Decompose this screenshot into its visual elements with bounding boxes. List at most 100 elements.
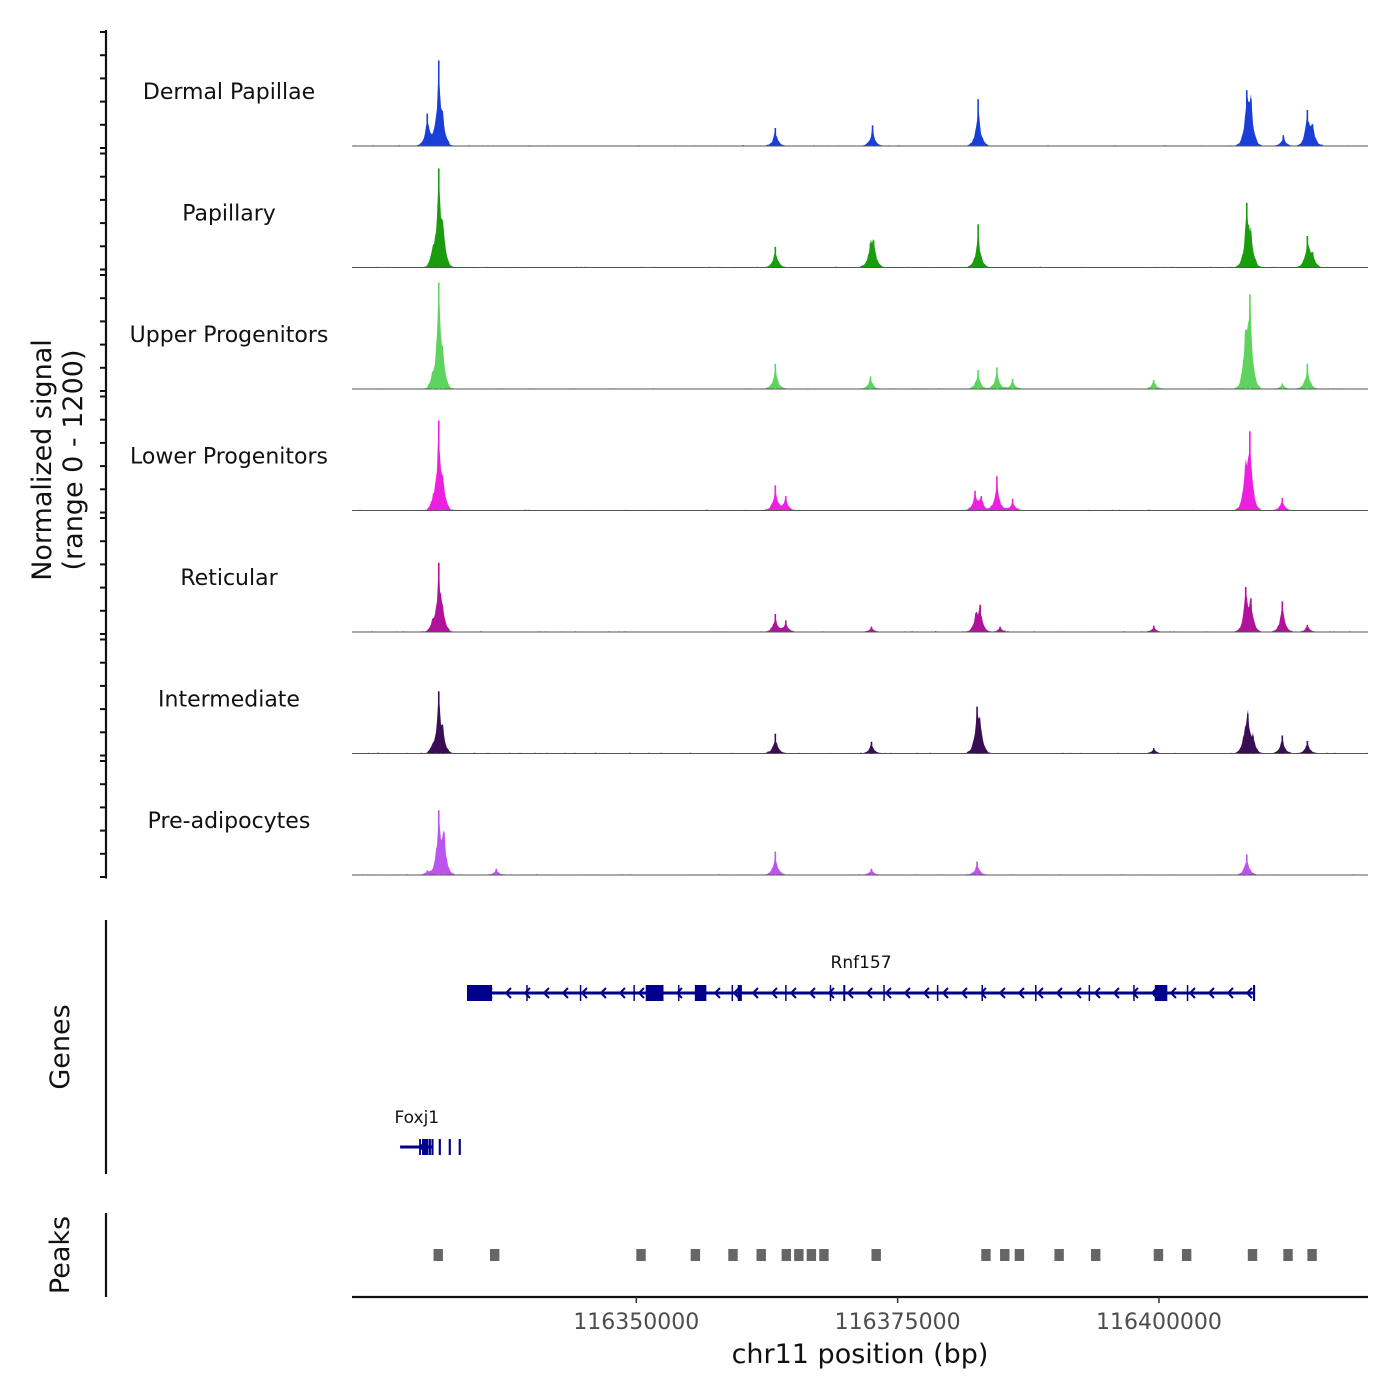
exon — [1154, 985, 1168, 1001]
strand-arrow — [618, 987, 626, 999]
x-tick-label: 116400000 — [1096, 1310, 1222, 1335]
peak-region — [1000, 1249, 1010, 1261]
strand-arrow — [504, 987, 512, 999]
exon — [422, 1139, 429, 1155]
peak-region — [794, 1249, 804, 1261]
strand-arrow — [523, 987, 531, 999]
peaks-axis-title: Peaks — [45, 1216, 76, 1294]
gene-label: Rnf157 — [831, 953, 892, 973]
peak-region — [1091, 1249, 1101, 1261]
signal-area — [352, 438, 1368, 511]
strand-arrow — [998, 987, 1006, 999]
track-dermal-papillae: Dermal Papillae — [143, 60, 1368, 147]
track-label: Upper Progenitors — [130, 323, 329, 348]
peak-region — [1247, 1249, 1258, 1261]
peak-track — [433, 1249, 1317, 1261]
y-axis-range: (range 0 - 1200) — [58, 350, 89, 571]
signal-area — [352, 696, 1368, 754]
strand-arrow — [1093, 987, 1101, 999]
signal-area — [352, 289, 1368, 389]
strand-arrow — [1017, 987, 1025, 999]
strand-arrow — [846, 987, 854, 999]
exon — [466, 985, 493, 1001]
exon — [645, 985, 664, 1001]
peak-region — [1181, 1249, 1192, 1261]
strand-arrow — [637, 987, 645, 999]
peak-region — [1014, 1249, 1025, 1261]
track-upper-progenitors: Upper Progenitors — [130, 282, 1368, 390]
track-label: Lower Progenitors — [130, 445, 328, 470]
strand-arrow — [1131, 987, 1139, 999]
strand-arrow — [542, 987, 550, 999]
strand-arrow — [1188, 987, 1196, 999]
strand-arrow — [1074, 987, 1082, 999]
exon — [737, 985, 742, 1001]
peak-region — [871, 1249, 881, 1261]
strand-arrow — [1055, 987, 1063, 999]
gene-rnf157: Rnf157 — [466, 953, 1256, 1001]
strand-arrow — [1112, 987, 1120, 999]
gene-track: Rnf157 Foxj1 — [394, 953, 1256, 1155]
peak-region — [1307, 1249, 1317, 1261]
strand-arrow — [770, 987, 778, 999]
track-label: Intermediate — [158, 688, 300, 713]
exon — [431, 1139, 434, 1155]
track-lower-progenitors: Lower Progenitors — [130, 420, 1368, 511]
genes-axis-title: Genes — [45, 1004, 76, 1089]
strand-arrow — [1207, 987, 1215, 999]
strand-arrow — [751, 987, 759, 999]
peak-region — [756, 1249, 766, 1261]
x-axis: 116350000 116375000 116400000 — [352, 1295, 1368, 1335]
peak-region — [819, 1249, 829, 1261]
track-pre-adipocytes: Pre-adipocytes — [148, 809, 1368, 876]
gene-foxj1: Foxj1 — [394, 1108, 461, 1155]
strand-arrow — [941, 987, 949, 999]
strand-arrow — [675, 987, 683, 999]
peak-region — [981, 1249, 991, 1261]
exon — [1253, 985, 1256, 1001]
strand-arrow — [1036, 987, 1044, 999]
peak-region — [690, 1249, 701, 1261]
track-label: Dermal Papillae — [143, 80, 315, 105]
peak-region — [728, 1249, 738, 1261]
peak-region — [806, 1249, 817, 1261]
signal-area — [352, 567, 1368, 632]
signal-area — [352, 181, 1368, 268]
peak-region — [1283, 1249, 1293, 1261]
strand-arrow — [599, 987, 607, 999]
x-tick-label: 116350000 — [573, 1310, 699, 1335]
track-label: Reticular — [180, 566, 278, 591]
left-axes — [100, 30, 108, 1297]
track-intermediate: Intermediate — [158, 688, 1368, 754]
exon — [843, 985, 846, 1001]
track-label: Pre-adipocytes — [148, 809, 311, 834]
track-label: Papillary — [182, 202, 276, 227]
peak-region — [636, 1249, 646, 1261]
signal-area — [352, 815, 1368, 875]
strand-arrow — [713, 987, 721, 999]
strand-arrow — [1169, 987, 1177, 999]
track-reticular: Reticular — [180, 562, 1368, 633]
peak-region — [1054, 1249, 1064, 1261]
x-tick-label: 116375000 — [835, 1310, 961, 1335]
track-papillary: Papillary — [182, 168, 1368, 268]
strand-arrow — [865, 987, 873, 999]
peak-region — [489, 1249, 500, 1261]
gene-label: Foxj1 — [394, 1108, 439, 1128]
strand-arrow — [561, 987, 569, 999]
strand-arrow — [808, 987, 816, 999]
peak-region — [781, 1249, 792, 1261]
strand-arrow — [960, 987, 968, 999]
strand-arrow — [580, 987, 588, 999]
strand-arrow — [1226, 987, 1234, 999]
strand-arrow — [903, 987, 911, 999]
strand-arrow — [979, 987, 987, 999]
strand-arrow — [789, 987, 797, 999]
strand-arrow — [1245, 987, 1253, 999]
coverage-tracks: Dermal Papillae Papillary Upper Progenitor… — [130, 60, 1368, 876]
strand-arrow — [922, 987, 930, 999]
strand-arrow — [732, 987, 740, 999]
strand-arrow — [827, 987, 835, 999]
exon — [694, 985, 707, 1001]
